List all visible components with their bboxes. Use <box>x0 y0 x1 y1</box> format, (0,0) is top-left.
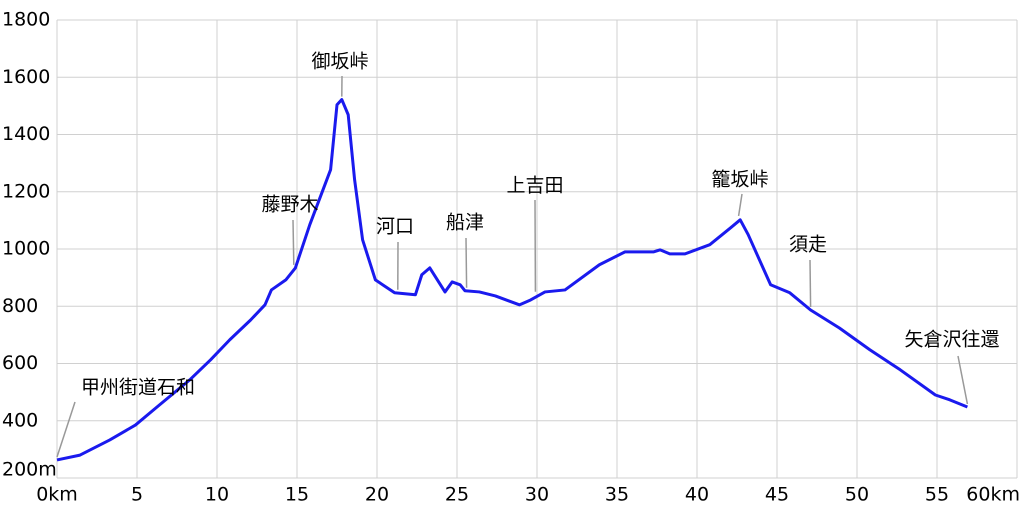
x-tick-label: 15 <box>285 484 309 506</box>
place-label: 上吉田 <box>506 175 563 197</box>
x-tick-label: 40 <box>685 484 709 506</box>
leader-line <box>465 237 468 288</box>
x-tick-label: 25 <box>445 484 469 506</box>
y-tick-label: 1000 <box>2 238 50 260</box>
leader-line <box>957 355 969 405</box>
y-tick-label: 400 <box>2 409 38 431</box>
x-tick-label: 35 <box>605 484 629 506</box>
place-label: 矢倉沢往還 <box>904 329 999 351</box>
x-tick-label: 30 <box>525 484 549 506</box>
leader-line <box>292 219 295 265</box>
place-label: 籠坂峠 <box>711 169 768 191</box>
place-label: 須走 <box>789 234 827 256</box>
place-label: 河口 <box>376 216 414 238</box>
leader-line <box>56 401 76 458</box>
place-label: 船津 <box>446 212 484 234</box>
elevation-line <box>56 98 968 462</box>
y-tick-label: 600 <box>2 352 38 374</box>
y-tick-label: 1200 <box>2 180 50 202</box>
leader-line <box>737 193 743 217</box>
y-tick-label: 800 <box>2 295 38 317</box>
x-tick-label: 0km <box>36 484 78 506</box>
x-tick-label: 60km <box>966 484 1020 506</box>
y-tick-label: 1600 <box>2 66 50 88</box>
leader-line <box>809 259 812 307</box>
place-label: 御坂峠 <box>311 51 368 73</box>
place-label: 藤野木 <box>261 194 318 216</box>
x-tick-label: 10 <box>205 484 229 506</box>
y-tick-label: 200m <box>2 459 57 481</box>
place-label: 甲州街道石和 <box>81 377 195 399</box>
x-tick-label: 20 <box>365 484 389 506</box>
x-tick-label: 5 <box>131 484 143 506</box>
y-tick-label: 1800 <box>2 9 50 31</box>
y-tick-label: 1400 <box>2 123 50 145</box>
x-tick-label: 55 <box>925 484 949 506</box>
x-tick-label: 50 <box>845 484 869 506</box>
x-tick-label: 45 <box>765 484 789 506</box>
